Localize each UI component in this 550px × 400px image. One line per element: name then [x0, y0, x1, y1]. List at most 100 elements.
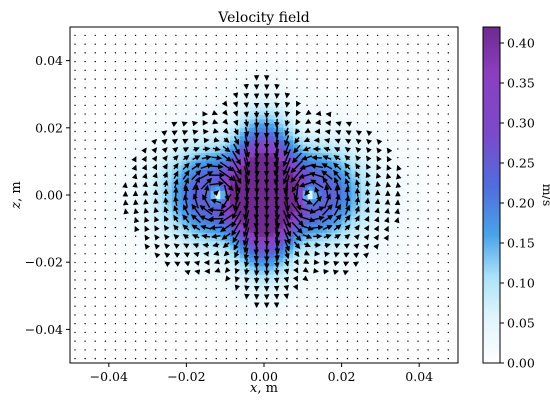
heatmap-cell — [162, 123, 168, 129]
heatmap-cell — [108, 207, 115, 213]
velocity-arrow — [215, 104, 217, 106]
heatmap-cell — [196, 115, 202, 120]
heatmap-cell — [307, 295, 314, 301]
velocity-arrow — [447, 69, 449, 72]
velocity-arrow — [384, 216, 390, 224]
velocity-arrow — [94, 148, 96, 150]
heatmap-cell — [283, 295, 289, 301]
velocity-arrow — [366, 163, 372, 170]
velocity-arrow — [306, 95, 308, 98]
heatmap-cell — [278, 186, 284, 192]
heatmap-cell — [322, 274, 328, 280]
heatmap-cell — [137, 262, 144, 267]
heatmap-cell — [307, 300, 314, 305]
velocity-arrow — [245, 357, 248, 360]
heatmap-cell — [370, 157, 377, 162]
heatmap-cell — [424, 186, 430, 192]
velocity-arrow — [366, 261, 369, 264]
velocity-arrow — [326, 279, 328, 281]
velocity-arrow — [326, 349, 328, 351]
velocity-arrow — [163, 234, 170, 241]
velocity-arrow — [134, 296, 137, 299]
velocity-arrow — [334, 138, 341, 144]
heatmap-cell — [142, 169, 149, 175]
heatmap-cell — [365, 220, 372, 225]
velocity-arrow — [335, 129, 342, 136]
heatmap-cell — [259, 199, 265, 204]
heatmap-cell — [200, 178, 207, 183]
heatmap-cell — [128, 148, 134, 154]
heatmap-cell — [297, 144, 304, 150]
heatmap-cell — [351, 262, 357, 267]
velocity-arrow — [427, 209, 429, 211]
velocity-arrow — [214, 267, 221, 273]
velocity-arrow — [437, 148, 439, 150]
velocity-arrow — [84, 148, 86, 150]
heatmap-cell — [200, 262, 207, 267]
velocity-arrow — [293, 144, 301, 154]
velocity-arrow — [316, 69, 318, 72]
heatmap-cell — [273, 52, 280, 57]
velocity-arrow — [243, 126, 250, 138]
heatmap-cell — [225, 228, 231, 234]
velocity-arrow — [447, 331, 449, 334]
heatmap-cell — [346, 90, 352, 95]
velocity-arrow — [94, 113, 96, 115]
velocity-arrow — [375, 181, 381, 188]
heatmap-cell — [254, 77, 260, 83]
heatmap-cell — [259, 186, 265, 192]
heatmap-cell — [123, 165, 129, 171]
heatmap-cell — [297, 81, 304, 87]
velocity-arrow — [397, 349, 399, 351]
heatmap-cell — [239, 203, 246, 209]
heatmap-cell — [259, 203, 265, 209]
heatmap-cell — [302, 270, 309, 276]
heatmap-cell — [186, 106, 192, 112]
heatmap-cell — [312, 90, 318, 95]
heatmap-cell — [118, 136, 124, 141]
velocity-arrow — [222, 127, 229, 134]
heatmap-cell — [317, 119, 323, 125]
heatmap-cell — [162, 262, 168, 267]
heatmap-cell — [370, 190, 377, 196]
heatmap-cell — [147, 195, 154, 200]
heatmap-cell — [239, 232, 246, 238]
heatmap-cell — [234, 300, 241, 305]
velocity-arrow — [447, 87, 449, 89]
heatmap-cell — [419, 207, 425, 213]
heatmap-cell — [249, 52, 255, 57]
heatmap-cell — [385, 249, 391, 255]
heatmap-cell — [239, 69, 246, 74]
heatmap-cell — [409, 237, 415, 242]
heatmap-cell — [312, 119, 318, 125]
velocity-arrow — [427, 279, 429, 281]
heatmap-cell — [225, 291, 231, 297]
velocity-arrow — [326, 43, 328, 45]
heatmap-cell — [302, 220, 309, 225]
velocity-arrow — [296, 296, 298, 299]
heatmap-cell — [327, 266, 333, 272]
heatmap-cell — [239, 274, 246, 280]
heatmap-cell — [186, 274, 192, 280]
velocity-arrow — [225, 349, 228, 351]
heatmap-cell — [133, 228, 139, 234]
velocity-arrow — [326, 296, 328, 299]
heatmap-cell — [133, 140, 139, 146]
velocity-arrow — [376, 138, 383, 145]
heatmap-cell — [123, 224, 129, 230]
heatmap-cell — [196, 266, 202, 272]
heatmap-cell — [268, 266, 275, 272]
y-tick-label: 0.00 — [35, 188, 63, 203]
heatmap-cell — [293, 304, 299, 309]
velocity-arrow — [225, 34, 228, 37]
velocity-arrow — [235, 296, 238, 299]
heatmap-cell — [394, 169, 401, 175]
velocity-arrow — [447, 288, 449, 290]
velocity-arrow — [356, 305, 359, 307]
heatmap-cell — [414, 207, 420, 213]
heatmap-cell — [351, 228, 357, 234]
heatmap-cell — [297, 148, 304, 154]
velocity-arrow — [94, 261, 96, 264]
heatmap-cell — [108, 232, 115, 238]
heatmap-cell — [288, 73, 294, 78]
